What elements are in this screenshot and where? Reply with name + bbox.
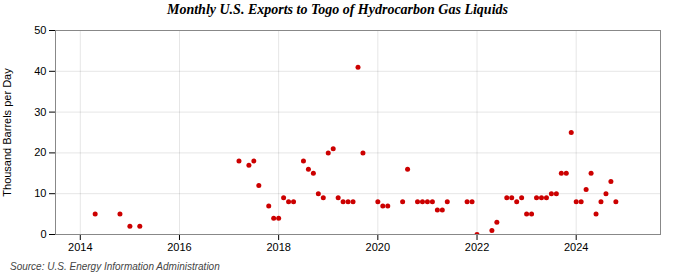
svg-text:2024: 2024 [564, 241, 588, 253]
svg-text:40: 40 [34, 65, 46, 77]
svg-text:0: 0 [40, 228, 46, 240]
svg-text:10: 10 [34, 187, 46, 199]
svg-text:2014: 2014 [68, 241, 92, 253]
html-text:Source: U.S. Energy Informatio: Source: U.S. Energy Information Administ… [10, 261, 220, 272]
svg-text:2022: 2022 [465, 241, 489, 253]
svg-text:2020: 2020 [366, 241, 390, 253]
svg-text:20: 20 [34, 146, 46, 158]
svg-text:50: 50 [34, 24, 46, 36]
html-text:Monthly U.S. Exports to Togo o: Monthly U.S. Exports to Togo of Hydrocar… [167, 2, 508, 17]
svg-text:Thousand Barrels per Day: Thousand Barrels per Day [1, 68, 13, 197]
svg-text:2018: 2018 [266, 241, 290, 253]
svg-text:2016: 2016 [167, 241, 191, 253]
svg-text:30: 30 [34, 106, 46, 118]
